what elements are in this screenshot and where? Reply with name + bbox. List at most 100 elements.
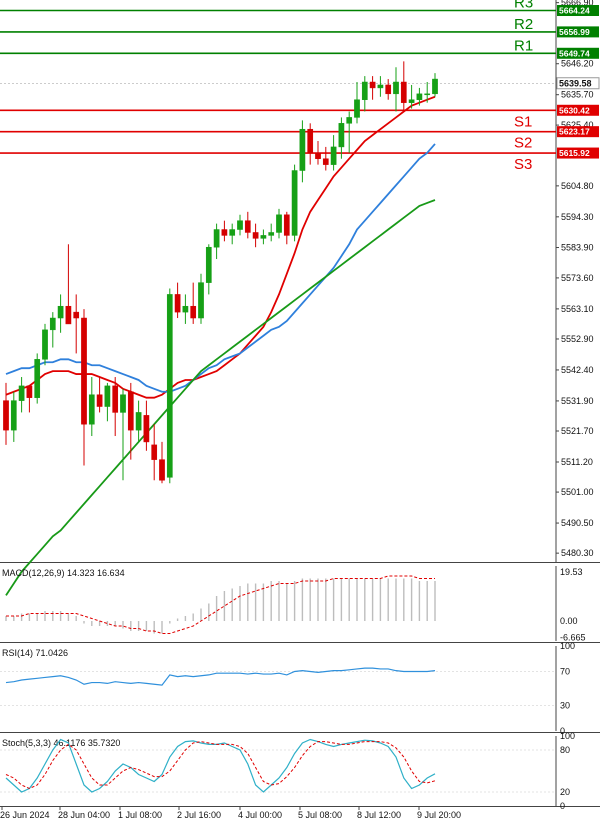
- candle: [127, 382, 134, 460]
- candle: [229, 223, 236, 245]
- candle-body: [127, 391, 134, 431]
- current-price-label: 5639.58: [559, 78, 592, 88]
- candle-body: [81, 317, 87, 425]
- candle: [73, 294, 80, 354]
- candle-body: [10, 400, 17, 431]
- candle: [143, 400, 150, 451]
- time-tick-label: 5 Jul 08:00: [298, 810, 342, 820]
- candle: [377, 76, 384, 97]
- candle-body: [213, 229, 220, 248]
- candle-body: [112, 385, 119, 413]
- candle-body: [205, 246, 212, 283]
- candle: [49, 312, 56, 348]
- level-price-tag: [557, 147, 599, 159]
- candle-body: [88, 394, 95, 425]
- candle-body: [143, 415, 150, 443]
- level-price-tag: [557, 104, 599, 116]
- macd-title: MACD(12,26,9) 14.323 16.634: [2, 568, 125, 578]
- level-price-tag: [557, 47, 599, 59]
- stoch-tick-label: 80: [560, 745, 570, 755]
- candle: [190, 282, 197, 324]
- moving-average-line: [5, 199, 436, 596]
- moving-average-line: [5, 143, 436, 393]
- candle: [65, 244, 72, 325]
- price-tick-label: 5542.40: [561, 365, 594, 375]
- candle: [283, 211, 290, 245]
- candle: [237, 214, 243, 236]
- price-tick-label: 5625.40: [561, 120, 594, 130]
- level-name-s1: S1: [514, 113, 532, 130]
- candle-body: [18, 385, 25, 401]
- candle: [400, 61, 407, 112]
- candle-body: [338, 123, 345, 148]
- candle-body: [252, 232, 259, 239]
- stoch-tick-label: 0: [560, 801, 565, 811]
- candle: [299, 120, 306, 183]
- candle-body: [346, 117, 353, 124]
- candle-body: [354, 99, 360, 118]
- candle-body: [229, 229, 236, 236]
- candle: [252, 223, 259, 248]
- candle: [369, 76, 376, 100]
- candle-body: [174, 294, 181, 313]
- candle-body: [120, 394, 126, 413]
- time-tick-label: 4 Jul 00:00: [238, 810, 282, 820]
- time-tick-label: 28 Jun 04:00: [58, 810, 110, 820]
- price-tick-label: 5521.70: [561, 426, 594, 436]
- level-name-r3: R3: [514, 0, 533, 12]
- candle-body: [182, 305, 189, 313]
- candle-body: [96, 394, 103, 407]
- current-price-tag: [556, 77, 600, 90]
- candle-body: [237, 220, 243, 230]
- candle-body: [26, 385, 33, 398]
- price-tick-label: 5531.90: [561, 396, 594, 406]
- candle-body: [104, 385, 111, 407]
- level-price-label: 5664.24: [559, 6, 590, 16]
- candle-body: [65, 305, 72, 325]
- candle: [260, 229, 267, 245]
- macd-tick-label: 0.00: [560, 616, 578, 626]
- candle-body: [330, 146, 337, 165]
- main-price-panel: 5666.90 5646.20 5635.70 5625.40 5604.80 5594.…: [0, 0, 600, 596]
- price-tick-label: 5490.50: [561, 518, 594, 528]
- candle: [57, 294, 64, 333]
- price-tick-label: 5573.60: [561, 273, 594, 283]
- price-tick-label: 5635.70: [561, 90, 594, 100]
- candle: [307, 123, 314, 165]
- price-tick-label: 5511.20: [561, 457, 593, 467]
- level-price-tag: [557, 126, 599, 138]
- stoch-d-line: [5, 741, 436, 790]
- candle-body: [291, 170, 298, 236]
- price-tick-label: 5594.30: [561, 212, 594, 222]
- moving-average-line: [5, 95, 436, 399]
- candle-body: [400, 81, 407, 103]
- stoch-k-line: [5, 738, 436, 793]
- price-tick-label: 5480.30: [561, 548, 594, 558]
- candle: [393, 67, 399, 112]
- rsi-tick-label: 30: [560, 701, 570, 711]
- candle: [291, 164, 298, 242]
- rsi-line: [5, 667, 436, 686]
- candle-body: [299, 128, 306, 171]
- stoch-tick-label: 100: [560, 731, 575, 741]
- candle: [10, 391, 17, 442]
- candle: [120, 388, 126, 481]
- level-price-tag: [557, 5, 599, 17]
- price-tick-label: 5666.90: [561, 0, 594, 8]
- price-tick-label: 5604.80: [561, 181, 594, 191]
- candle: [88, 377, 95, 437]
- candle-body: [3, 400, 9, 431]
- candle-body: [416, 93, 423, 100]
- candle: [159, 441, 165, 484]
- candle-body: [393, 81, 399, 95]
- level-price-label: 5656.99: [559, 27, 590, 37]
- candle: [135, 400, 142, 442]
- candle: [330, 135, 337, 171]
- candle-body: [276, 214, 282, 233]
- candle-body: [34, 359, 41, 398]
- candle: [424, 82, 431, 103]
- candle: [361, 76, 368, 112]
- candle: [276, 208, 282, 239]
- candle-body: [377, 84, 384, 89]
